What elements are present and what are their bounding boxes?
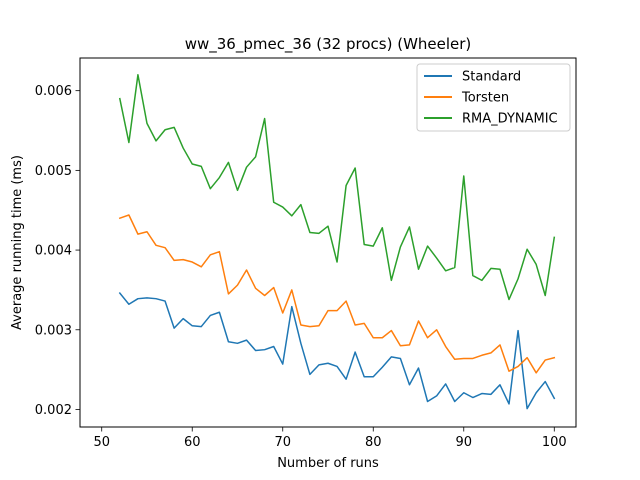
x-tick-label: 70 [274, 435, 291, 450]
legend: Standard Torsten RMA_DYNAMIC [416, 63, 571, 132]
y-tick-label: 0.005 [35, 164, 72, 179]
series-line-standard [118, 292, 556, 410]
x-tick-label: 80 [365, 435, 382, 450]
x-tick-label: 50 [93, 435, 110, 450]
y-axis-label: Average running time (ms) [10, 155, 25, 330]
x-tick-label: 60 [184, 435, 201, 450]
series-line-torsten [118, 214, 556, 374]
x-axis-label: Number of runs [277, 456, 379, 471]
x-tick-label: 90 [455, 435, 472, 450]
y-tick-label: 0.003 [35, 323, 72, 338]
y-tick-label: 0.006 [35, 84, 72, 99]
legend-label-rma-dynamic: RMA_DYNAMIC [462, 112, 558, 127]
x-tick-label: 100 [542, 435, 567, 450]
series-line-rma-dynamic [118, 73, 556, 301]
x-axis-ticks: 50 60 70 80 90 100 [93, 427, 567, 450]
y-tick-label: 0.004 [35, 244, 72, 259]
chart-title: ww_36_pmec_36 (32 procs) (Wheeler) [185, 35, 472, 54]
y-axis-ticks: 0.002 0.003 0.004 0.005 0.006 [35, 84, 80, 418]
plot-frame [79, 57, 577, 428]
y-tick-label: 0.002 [35, 403, 72, 418]
series-layer [118, 73, 556, 410]
legend-label-torsten: Torsten [461, 91, 509, 106]
legend-label-standard: Standard [462, 70, 521, 85]
legend-box [416, 63, 571, 132]
